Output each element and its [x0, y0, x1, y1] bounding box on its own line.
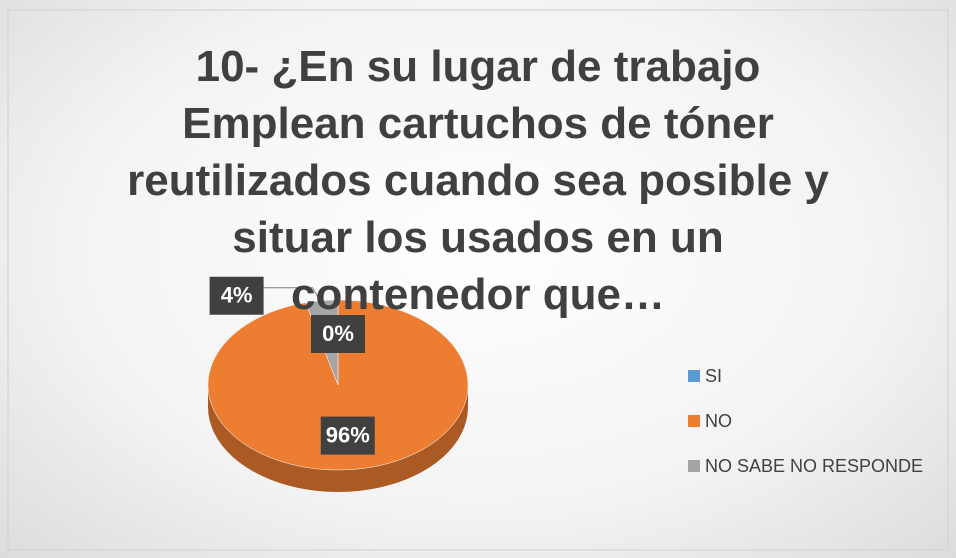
- chart-border: [7, 9, 949, 551]
- data-label-box: [311, 315, 365, 353]
- legend-swatch: [688, 460, 700, 472]
- legend-label: NO: [705, 411, 732, 431]
- data-label-box: [209, 276, 264, 315]
- data-label: 4%: [221, 283, 253, 308]
- legend-label: NO SABE NO RESPONDE: [705, 456, 923, 476]
- legend-swatch: [688, 415, 700, 427]
- data-label: 0%: [322, 321, 354, 346]
- data-label-box: [320, 416, 375, 455]
- leader-line: [256, 287, 323, 306]
- slice-side: [208, 385, 468, 492]
- legend-label: SI: [705, 366, 722, 386]
- legend-swatch: [688, 370, 700, 382]
- data-label: 96%: [326, 422, 370, 447]
- chart-title: 10- ¿En su lugar de trabajo Emplean cart…: [127, 42, 829, 319]
